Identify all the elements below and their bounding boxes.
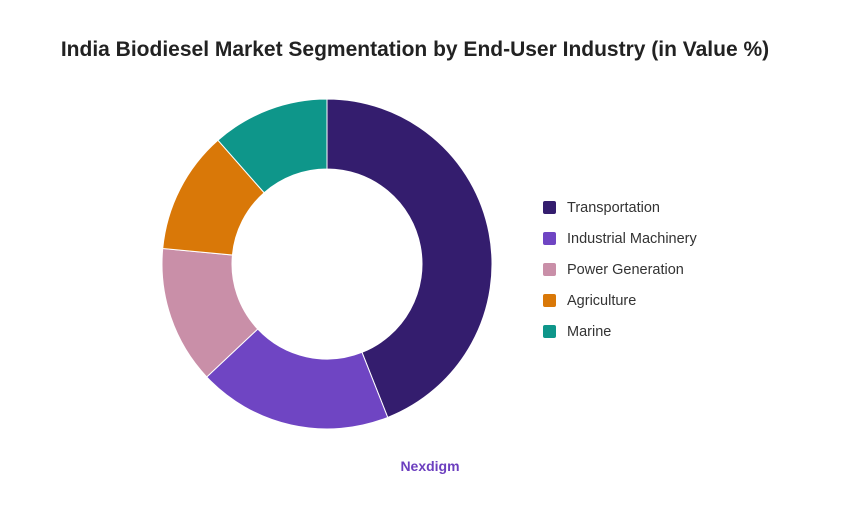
legend-item-industrial-machinery[interactable]: Industrial Machinery [543,223,697,254]
legend-swatch [543,325,556,338]
chart-legend: Transportation Industrial Machinery Power … [543,192,697,347]
legend-swatch [543,232,556,245]
legend-label: Industrial Machinery [567,230,697,247]
legend-swatch [543,263,556,276]
legend-label: Agriculture [567,292,637,309]
legend-swatch [543,201,556,214]
legend-item-marine[interactable]: Marine [543,316,697,347]
legend-item-transportation[interactable]: Transportation [543,192,697,223]
legend-item-power-generation[interactable]: Power Generation [543,254,697,285]
legend-label: Marine [567,323,612,340]
slice-industrial-machinery[interactable] [206,328,389,430]
legend-item-agriculture[interactable]: Agriculture [543,285,697,316]
legend-swatch [543,294,556,307]
brand-label: Nexdigm [400,458,460,474]
legend-label: Transportation [567,199,660,216]
chart-title: India Biodiesel Market Segmentation by E… [60,38,770,61]
legend-label: Power Generation [567,261,684,278]
slice-transportation[interactable] [326,98,493,419]
slice-marine[interactable] [217,98,328,194]
donut-slices [161,98,493,430]
